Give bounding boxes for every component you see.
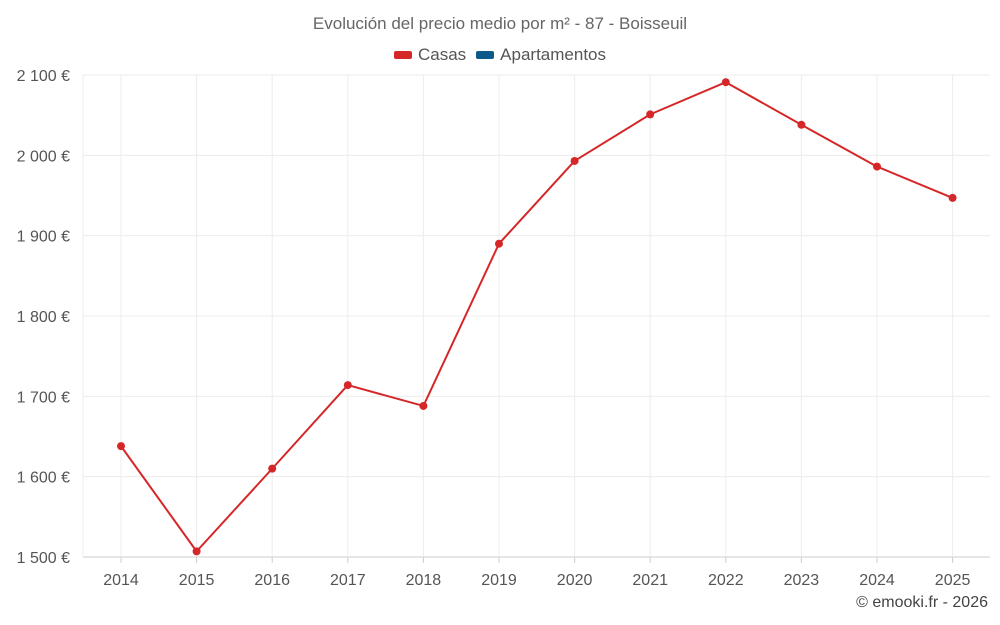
x-tick-label: 2025	[935, 572, 971, 589]
data-point-casas-2023	[797, 120, 806, 129]
chart-title: Evolución del precio medio por m² - 87 -…	[312, 14, 688, 33]
legend-item-casas[interactable]: Casas	[393, 45, 467, 65]
axes: 1 500 € 1 600 € 1 700 € 1 800 € 1 900 € 2 000…	[17, 68, 971, 589]
x-tick-label: 2019	[481, 572, 517, 589]
x-tick-label: 2018	[406, 572, 442, 589]
y-tick-label: 1 600 €	[17, 470, 70, 487]
x-tick-label: 2023	[784, 572, 820, 589]
x-tick-label: 2020	[557, 572, 593, 589]
y-tick-label: 1 800 €	[17, 309, 70, 326]
legend-swatch-casas	[393, 51, 412, 59]
chart-legend: Casas Apartamentos	[0, 45, 1000, 65]
y-tick-label: 1 700 €	[17, 389, 70, 406]
x-tick-label: 2021	[632, 572, 668, 589]
data-point-casas-2024	[873, 162, 881, 171]
copyright-footer: © emooki.fr - 2026	[856, 594, 988, 611]
data-point-casas-2017	[343, 381, 352, 390]
legend-label-apartamentos: Apartamentos	[500, 45, 607, 64]
legend-item-apartamentos[interactable]: Apartamentos	[476, 45, 606, 65]
data-point-casas-2025	[948, 193, 957, 202]
x-tick-label: 2017	[330, 572, 366, 589]
legend-label-casas: Casas	[417, 45, 467, 64]
data-point-casas-2020	[570, 156, 579, 165]
data-point-casas-2021	[646, 110, 655, 119]
y-tick-label: 2 000 €	[17, 148, 70, 165]
x-tick-label: 2016	[254, 572, 290, 589]
data-point-casas-2014	[117, 442, 125, 451]
x-tick-label: 2015	[179, 572, 215, 589]
data-point-casas-2022	[721, 78, 730, 87]
data-point-casas-2016	[268, 464, 277, 473]
data-point-casas-2015	[192, 547, 201, 556]
series-line-casas	[120, 81, 953, 553]
legend-swatch-apartamentos	[476, 51, 495, 59]
data-point-casas-2019	[495, 239, 503, 248]
y-tick-label: 2 100 €	[17, 68, 70, 85]
x-tick-label: 2024	[859, 572, 895, 589]
x-tick-label: 2014	[103, 572, 139, 589]
series	[117, 78, 957, 556]
data-point-casas-2018	[419, 401, 428, 410]
y-tick-label: 1 500 €	[17, 550, 70, 567]
grid	[82, 74, 990, 558]
x-tick-label: 2022	[708, 572, 744, 589]
y-tick-label: 1 900 €	[17, 229, 70, 246]
